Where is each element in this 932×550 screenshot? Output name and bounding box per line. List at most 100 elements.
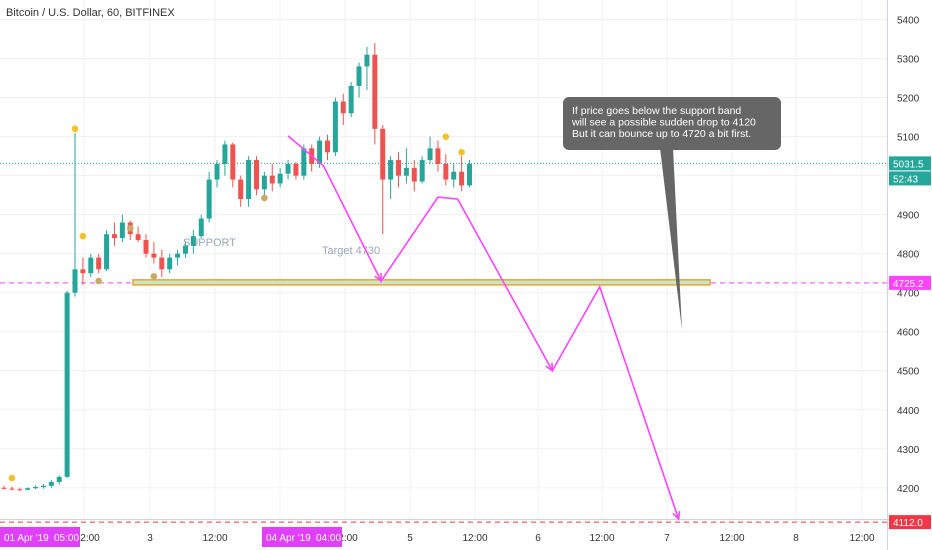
y-tick-label: 4300 (897, 445, 920, 456)
x-tick-label: 6 (535, 533, 541, 544)
y-tick-label: 5200 (897, 94, 920, 105)
x-tick-label: 12:00 (849, 533, 874, 544)
candle-body (246, 160, 252, 200)
projection-arrowhead (545, 362, 554, 373)
candle-body (111, 234, 117, 239)
date-highlight-label: 04 Apr '19 (266, 533, 311, 544)
y-tick-label: 4700 (897, 289, 920, 300)
x-tick-label: 12:00 (719, 533, 744, 544)
candle-body (293, 163, 299, 176)
date-highlight-label: 01 Apr '19 (4, 533, 49, 544)
candle-body (190, 236, 196, 246)
price-label: 52:43 (893, 174, 918, 185)
signal-dot (442, 133, 450, 140)
candle-body (40, 485, 46, 488)
projection-arrowhead (672, 510, 681, 521)
y-tick-label: 4800 (897, 250, 920, 261)
candle-body (253, 160, 259, 190)
target-label: Target 4730 (322, 245, 380, 257)
candle-body (230, 144, 236, 180)
y-tick-label: 4600 (897, 328, 920, 339)
signal-dot (261, 194, 268, 202)
candle-body (277, 173, 283, 184)
y-tick-label: 4400 (897, 406, 920, 417)
candle-body (214, 163, 220, 180)
candle-body (175, 253, 181, 258)
y-tick-label: 5100 (897, 133, 920, 144)
candle-body (380, 128, 386, 180)
candle-body (48, 481, 54, 486)
y-tick-label: 4500 (897, 367, 920, 378)
candle-body (340, 101, 346, 114)
candle-body (419, 160, 425, 182)
signal-dot (126, 225, 134, 232)
candle-body (56, 476, 62, 482)
candle-body (222, 144, 228, 164)
candle-body (356, 66, 362, 86)
projection-arrowhead (374, 272, 382, 283)
signal-dot (8, 474, 16, 482)
price-label-badge (889, 515, 931, 530)
x-tick-label: 2:00 (80, 533, 100, 544)
price-label-badge (889, 171, 931, 186)
signal-dot (71, 125, 79, 133)
x-tick-label: 7 (664, 533, 670, 544)
candle-body (119, 222, 125, 239)
candle-body (332, 101, 338, 153)
candle-body (88, 257, 94, 274)
candle-body (324, 140, 330, 153)
candle-body (238, 179, 244, 200)
y-tick-label: 4200 (897, 484, 920, 495)
chart-title: Bitcoin / U.S. Dollar, 60, BITFINEX (6, 7, 175, 19)
callout-line: But it can bounce up to 4720 a bit first… (572, 128, 751, 140)
date-highlight-badge (0, 527, 80, 547)
candle-body (198, 218, 204, 237)
candle-body (285, 163, 291, 174)
price-label-badge (889, 275, 931, 290)
candle-body (1, 487, 7, 489)
price-label: 4725.2 (893, 279, 924, 290)
candle-body (451, 171, 457, 180)
candle-body (435, 148, 441, 164)
candle-body (72, 269, 78, 293)
x-tick-label: 5 (407, 533, 413, 544)
projection-path (287, 135, 680, 520)
candle-body (261, 175, 267, 190)
support-label: SUPPORT (183, 237, 236, 249)
callout-box (563, 97, 781, 150)
candle-body (206, 179, 212, 219)
signal-dot (79, 232, 87, 240)
price-label: 4112.0 (893, 518, 923, 529)
signal-dot (95, 277, 102, 285)
candle-body (443, 163, 449, 180)
candle-body (411, 167, 417, 182)
candle-body (9, 488, 15, 490)
candle-body (135, 234, 141, 241)
signal-dot (458, 148, 465, 156)
candle-body (17, 489, 23, 491)
callout-line: If price goes below the support band (572, 105, 741, 117)
candle-body (151, 253, 157, 258)
candle-body (388, 160, 394, 180)
signal-dot (150, 273, 158, 280)
price-label-badge (889, 156, 931, 171)
candle-body (269, 175, 275, 184)
candle-body (80, 269, 86, 274)
candle-body (364, 54, 370, 67)
date-highlight-badge (262, 527, 342, 547)
candle-body (182, 245, 188, 254)
candle-body (159, 257, 165, 270)
candle-body (348, 85, 354, 114)
candle-body (403, 167, 409, 176)
y-tick-label: 4900 (897, 211, 920, 222)
candle-body (317, 140, 323, 164)
x-tick-label: 12:00 (462, 533, 487, 544)
candle-body (33, 487, 39, 489)
y-tick-label: 5300 (897, 55, 920, 66)
date-highlight-time: 05:00 (54, 533, 79, 544)
y-tick-label: 5400 (897, 16, 920, 27)
x-tick-label: 2:00 (338, 533, 358, 544)
x-tick-label: 12:00 (589, 533, 614, 544)
